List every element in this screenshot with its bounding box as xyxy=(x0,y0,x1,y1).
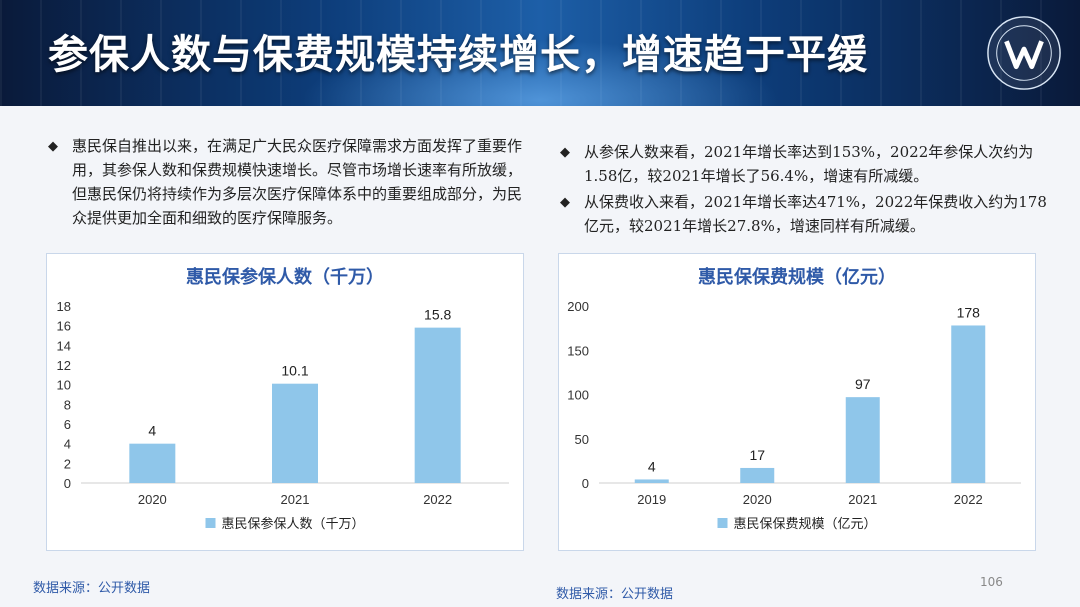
data-label: 10.1 xyxy=(281,363,308,379)
x-tick-label: 2022 xyxy=(954,492,983,507)
right-bullet-list: ◆ 从参保人数来看，2021年增长率达到153%，2022年参保人次约为1.58… xyxy=(560,140,1050,240)
bullet-text: 从保费收入来看，2021年增长率达471%，2022年保费收入约为178亿元，较… xyxy=(584,193,1047,235)
y-tick-label: 10 xyxy=(57,378,71,393)
bar xyxy=(414,327,461,483)
y-tick-label: 0 xyxy=(582,476,589,491)
data-label: 4 xyxy=(648,458,656,474)
x-tick-label: 2021 xyxy=(281,492,310,507)
data-label: 178 xyxy=(957,304,981,320)
header-glow xyxy=(300,40,780,106)
y-tick-label: 8 xyxy=(64,397,71,412)
x-tick-label: 2020 xyxy=(138,492,167,507)
chart-title: 惠民保参保人数（千万） xyxy=(186,266,384,288)
y-tick-label: 2 xyxy=(64,456,71,471)
bullet-text: 惠民保自推出以来，在满足广大民众医疗保障需求方面发挥了重要作用，其参保人数和保费… xyxy=(72,137,523,227)
y-tick-label: 18 xyxy=(57,299,71,314)
data-source-note: 数据来源：公开数据 xyxy=(33,581,151,596)
x-tick-label: 2022 xyxy=(423,492,452,507)
chart-participants: 惠民保参保人数（千万） 0 2 4 6 8 10 12 14 16 18 4 2020 10.1 2021 1… xyxy=(57,266,509,532)
x-tick-label: 2021 xyxy=(848,492,877,507)
organization-logo-icon xyxy=(987,16,1061,90)
page-number: 106 xyxy=(980,575,1003,589)
bar xyxy=(634,479,669,483)
chart-premium: 惠民保保费规模（亿元） 0 50 100 150 200 4 2019 17 2020 97 2021… xyxy=(567,266,1021,532)
y-tick-label: 4 xyxy=(64,437,71,452)
data-label: 4 xyxy=(148,423,156,439)
legend-swatch xyxy=(717,518,728,528)
x-tick-label: 2019 xyxy=(637,492,666,507)
bullet-text: 从参保人数来看，2021年增长率达到153%，2022年参保人次约为1.58亿，… xyxy=(584,143,1034,185)
y-tick-label: 14 xyxy=(57,338,71,353)
data-label: 97 xyxy=(855,376,871,392)
x-tick-label: 2020 xyxy=(743,492,772,507)
bar xyxy=(845,397,880,483)
y-tick-label: 16 xyxy=(57,319,71,334)
y-tick-label: 12 xyxy=(57,358,71,373)
chart-panel-participants: 惠民保参保人数（千万） 0 2 4 6 8 10 12 14 16 18 4 2020 10.1 2021 1… xyxy=(46,253,524,551)
diamond-bullet-icon: ◆ xyxy=(48,139,58,154)
list-item: ◆ 从参保人数来看，2021年增长率达到153%，2022年参保人次约为1.58… xyxy=(560,140,1050,188)
list-item: ◆ 从保费收入来看，2021年增长率达471%，2022年保费收入约为178亿元… xyxy=(560,190,1050,238)
legend-swatch xyxy=(205,518,216,528)
bar xyxy=(129,443,176,483)
y-tick-label: 50 xyxy=(575,432,589,447)
chart-title: 惠民保保费规模（亿元） xyxy=(698,266,896,288)
data-label: 15.8 xyxy=(424,307,451,323)
bar xyxy=(951,325,986,483)
chart-panel-premium: 惠民保保费规模（亿元） 0 50 100 150 200 4 2019 17 2020 97 2021… xyxy=(558,253,1036,551)
data-source-note: 数据来源：公开数据 xyxy=(556,587,674,602)
y-tick-label: 100 xyxy=(567,388,589,403)
y-tick-label: 0 xyxy=(64,476,71,491)
legend-label: 惠民保参保人数（千万） xyxy=(222,516,365,532)
legend-label: 惠民保保费规模（亿元） xyxy=(734,517,877,532)
left-bullet-list: ◆ 惠民保自推出以来，在满足广大民众医疗保障需求方面发挥了重要作用，其参保人数和… xyxy=(48,134,528,232)
diamond-bullet-icon: ◆ xyxy=(560,145,570,160)
data-label: 17 xyxy=(749,447,765,463)
y-tick-label: 6 xyxy=(64,417,71,432)
y-tick-label: 200 xyxy=(567,299,589,314)
list-item: ◆ 惠民保自推出以来，在满足广大民众医疗保障需求方面发挥了重要作用，其参保人数和… xyxy=(48,134,528,230)
header-banner: 参保人数与保费规模持续增长，增速趋于平缓 xyxy=(0,0,1080,106)
diamond-bullet-icon: ◆ xyxy=(560,195,570,210)
bar xyxy=(272,383,318,483)
page-title: 参保人数与保费规模持续增长，增速趋于平缓 xyxy=(48,32,868,78)
y-tick-label: 150 xyxy=(567,343,589,358)
bar xyxy=(740,467,775,483)
